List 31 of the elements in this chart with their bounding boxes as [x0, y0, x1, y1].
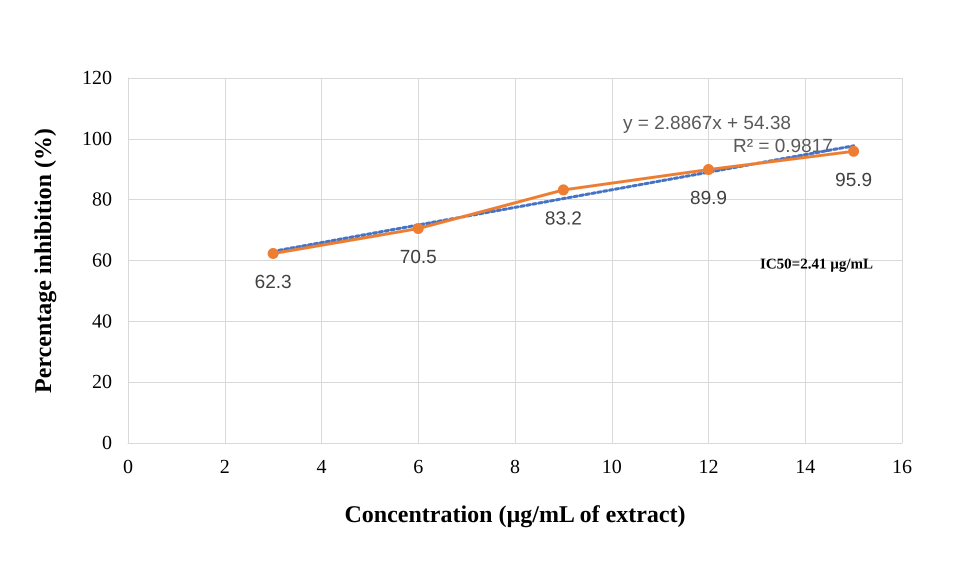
y-tick-label: 60 — [92, 250, 112, 272]
x-tick-label: 14 — [795, 456, 816, 478]
point — [703, 164, 714, 176]
y-axis-title: Percentage inhibition (%) — [31, 128, 57, 393]
x-tick-label: 16 — [892, 456, 912, 478]
annotation: R² = 0.9817 — [733, 136, 833, 157]
x-tick-label: 6 — [413, 456, 424, 478]
y-tick-label: 20 — [92, 371, 112, 394]
point — [848, 146, 860, 157]
x-axis-title: Concentration (µg/mL of extract) — [344, 502, 686, 528]
data-label: 70.5 — [400, 247, 437, 268]
y-tick-label: 100 — [82, 128, 112, 150]
y-tick-label: 0 — [102, 432, 112, 454]
y-tick-label: 40 — [92, 310, 112, 332]
x-tick-label: 10 — [602, 456, 622, 478]
x-tick-label: 2 — [220, 456, 230, 478]
point — [268, 248, 279, 259]
point — [412, 223, 424, 234]
x-tick-label: 8 — [510, 456, 520, 478]
data-label: 62.3 — [254, 272, 292, 294]
data-label: 89.9 — [690, 188, 727, 210]
annotation: IC50=2.41 µg/mL — [760, 256, 874, 272]
point — [558, 184, 569, 196]
data-label: 95.9 — [835, 170, 872, 191]
annotation: y = 2.8867x + 54.38 — [623, 113, 791, 134]
x-tick-label: 4 — [316, 456, 326, 478]
x-tick-label: 12 — [698, 456, 718, 478]
data-label: 83.2 — [544, 208, 582, 230]
y-tick-label: 120 — [82, 67, 112, 89]
x-tick-label: 0 — [123, 456, 133, 478]
y-tick-label: 80 — [92, 188, 112, 211]
